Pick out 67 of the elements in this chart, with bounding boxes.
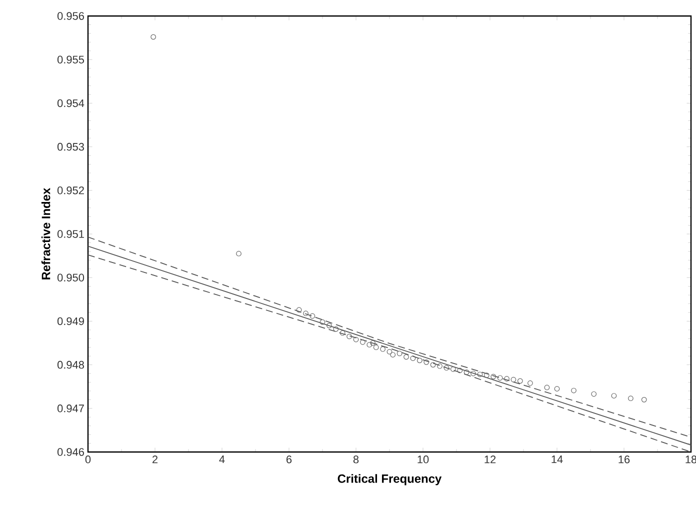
point [310, 313, 316, 319]
point [150, 34, 156, 40]
point [296, 307, 302, 313]
point [353, 336, 359, 342]
point [510, 376, 516, 382]
point [437, 363, 442, 369]
point [470, 370, 476, 376]
point [591, 391, 597, 397]
point [450, 366, 456, 372]
point [571, 388, 576, 394]
point [380, 346, 386, 352]
x-axis-title: Critical Frequency [338, 474, 442, 486]
point [303, 310, 308, 316]
point [490, 374, 496, 380]
point [333, 326, 339, 332]
x-tick-label: 2 [152, 456, 158, 464]
point [326, 322, 332, 328]
point [477, 372, 483, 378]
point [528, 380, 533, 386]
y-tick-label: 0.949 [57, 317, 84, 326]
point [424, 359, 430, 365]
point [544, 384, 550, 390]
x-tick-label: 4 [219, 456, 225, 464]
point [517, 378, 523, 384]
point [611, 393, 617, 398]
point [360, 339, 366, 345]
point [236, 250, 242, 256]
point [320, 319, 326, 325]
point [444, 365, 450, 371]
point [396, 350, 402, 356]
y-tick-label: 0.952 [57, 186, 84, 194]
x-tick-label: 0 [85, 456, 91, 464]
y-tick-label: 0.950 [57, 274, 84, 282]
point [410, 356, 416, 361]
point [497, 375, 503, 381]
point [390, 352, 396, 358]
x-tick-label: 8 [353, 456, 359, 464]
point [373, 344, 379, 350]
y-tick-label: 0.947 [57, 404, 84, 412]
point [404, 354, 409, 360]
y-tick-label: 0.953 [57, 142, 84, 151]
y-axis-title: Refractive Index [41, 188, 50, 280]
point [416, 358, 422, 364]
point [641, 396, 647, 402]
point [346, 334, 352, 340]
point [430, 362, 436, 368]
point [464, 370, 470, 375]
x-tick-label: 6 [286, 456, 292, 464]
y-tick-label: 0.946 [57, 448, 84, 456]
point [370, 340, 376, 346]
y-tick-label: 0.954 [57, 99, 84, 108]
point [457, 368, 463, 374]
point [628, 396, 634, 402]
y-tick-label: 0.951 [57, 230, 84, 238]
y-tick-label: 0.955 [57, 56, 84, 64]
x-tick-label: 10 [418, 456, 429, 464]
x-tick-label: 14 [552, 456, 563, 464]
point [554, 386, 560, 392]
point [386, 349, 392, 354]
y-tick-label: 0.948 [57, 360, 84, 369]
x-tick-label: 16 [618, 456, 630, 464]
point [366, 342, 372, 348]
point [340, 330, 346, 336]
x-tick-label: 12 [484, 456, 496, 464]
point [484, 372, 490, 378]
point [504, 376, 510, 382]
y-tick-label: 0.956 [57, 12, 84, 20]
